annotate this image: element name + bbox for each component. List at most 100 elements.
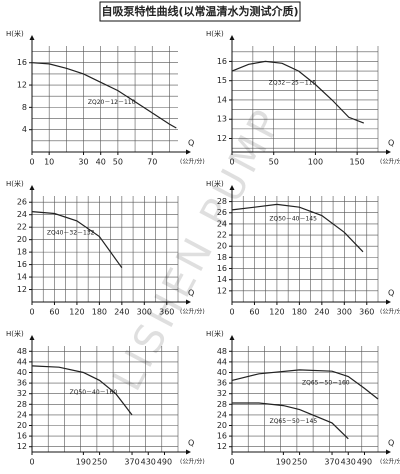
y-tick-label: 4 [22, 125, 27, 134]
y-tick-label: 48 [217, 347, 227, 356]
x-tick-label: 0 [229, 308, 234, 317]
x-tick-label: 300 [137, 308, 152, 317]
curve-label: ZQ65－50－145 [270, 418, 318, 425]
y-tick-label: 16 [217, 57, 227, 66]
chart-title: 自吸泵特性曲线(以常温清水为测试介质) [101, 4, 298, 18]
x-tick-label: 180 [292, 308, 307, 317]
y-tick-label: 36 [217, 379, 227, 388]
x-tick-label: 360 [159, 308, 174, 317]
y-tick-label: 12 [17, 81, 27, 90]
y-tick-label: 24 [217, 410, 227, 419]
y-tick-label: 44 [217, 357, 227, 366]
x-tick-label: 490 [357, 458, 372, 467]
y-tick-label: 12 [217, 286, 227, 295]
axis-arrow [386, 299, 391, 305]
y-tick-label: 12 [17, 442, 27, 451]
y-tick-label: 40 [217, 368, 227, 377]
y-tick-label: 8 [22, 103, 27, 112]
axis-arrow [186, 299, 191, 305]
x-unit-label: (公升/分) [380, 158, 400, 166]
y-tick-label: 24 [17, 410, 27, 419]
curve [31, 62, 177, 129]
curve-label: ZQ32－25－115 [269, 80, 317, 87]
x-tick-label: 10 [44, 158, 54, 167]
y-tick-label: 18 [17, 248, 27, 257]
y-tick-label: 28 [17, 400, 27, 409]
y-tick-label: 12 [217, 442, 227, 451]
x-tick-label: 100 [308, 158, 323, 167]
y-tick-label: 16 [17, 432, 27, 441]
x-tick-label: 50 [269, 158, 279, 167]
x-tick-label: 370 [124, 458, 139, 467]
axis-arrow [29, 185, 35, 190]
y-tick-label: 16 [217, 432, 227, 441]
y-tick-label: 14 [17, 273, 27, 282]
y-tick-label: 16 [17, 260, 27, 269]
axis-arrow [229, 185, 235, 190]
x-tick-label: 0 [229, 158, 234, 167]
x-tick-label: 240 [114, 308, 129, 317]
x-unit-label: (公升/分) [380, 308, 400, 316]
curve [31, 211, 123, 269]
x-axis-label: Q [188, 139, 194, 148]
y-tick-label: 40 [17, 368, 27, 377]
x-tick-label: 370 [324, 458, 339, 467]
title-box [99, 1, 301, 22]
watermark: LISHEN PUMP [104, 100, 292, 398]
x-tick-label: 0 [29, 308, 34, 317]
x-tick-label: 0 [229, 458, 234, 467]
x-tick-label: 30 [78, 158, 88, 167]
y-tick-label: 26 [17, 198, 27, 207]
y-tick-label: 36 [17, 379, 27, 388]
axis-arrow [229, 35, 235, 40]
curve-label: ZQ20－12－110 [88, 99, 136, 106]
x-tick-label: 180 [92, 308, 107, 317]
y-tick-label: 20 [17, 235, 27, 244]
curve [232, 402, 349, 440]
x-tick-label: 70 [147, 158, 157, 167]
x-tick-label: 0 [29, 158, 34, 167]
axis-arrow [186, 149, 191, 155]
y-tick-label: 22 [17, 223, 27, 232]
curve [231, 203, 364, 253]
axis-arrow [386, 449, 391, 455]
axis-arrow [186, 449, 191, 455]
x-tick-label: 60 [49, 308, 59, 317]
x-tick-label: 40 [96, 158, 106, 167]
y-tick-label: 14 [217, 95, 227, 104]
y-tick-label: 16 [217, 264, 227, 273]
y-axis-label: H(米) [206, 29, 224, 38]
y-axis-label: H(米) [6, 179, 24, 188]
y-tick-label: 44 [17, 357, 27, 366]
y-tick-label: 18 [217, 253, 227, 262]
x-tick-label: 0 [29, 458, 34, 467]
x-tick-label: 250 [292, 458, 307, 467]
y-tick-label: 14 [217, 275, 227, 284]
x-unit-label: (公升/分) [380, 458, 400, 466]
x-unit-label: (公升/分) [180, 308, 205, 316]
y-tick-label: 20 [17, 421, 27, 430]
y-tick-label: 20 [217, 421, 227, 430]
curve [231, 369, 379, 400]
x-tick-label: 430 [141, 458, 156, 467]
x-tick-label: 120 [269, 308, 284, 317]
y-tick-label: 24 [17, 210, 27, 219]
axis-arrow [386, 149, 391, 155]
y-axis-label: H(米) [6, 29, 24, 38]
y-axis-label: H(米) [206, 179, 224, 188]
y-axis-label: H(米) [206, 329, 224, 338]
y-tick-label: 32 [17, 389, 27, 398]
x-tick-label: 300 [337, 308, 352, 317]
x-unit-label: (公升/分) [180, 458, 205, 466]
x-axis-label: Q [388, 289, 394, 298]
y-tick-label: 48 [17, 347, 27, 356]
x-tick-label: 490 [157, 458, 172, 467]
y-tick-label: 28 [217, 400, 227, 409]
curve [31, 365, 133, 416]
y-tick-label: 22 [217, 231, 227, 240]
x-tick-label: 50 [113, 158, 123, 167]
x-axis-label: Q [388, 139, 394, 148]
curve-label: ZQ50－40－145 [269, 216, 317, 223]
axis-arrow [29, 335, 35, 340]
